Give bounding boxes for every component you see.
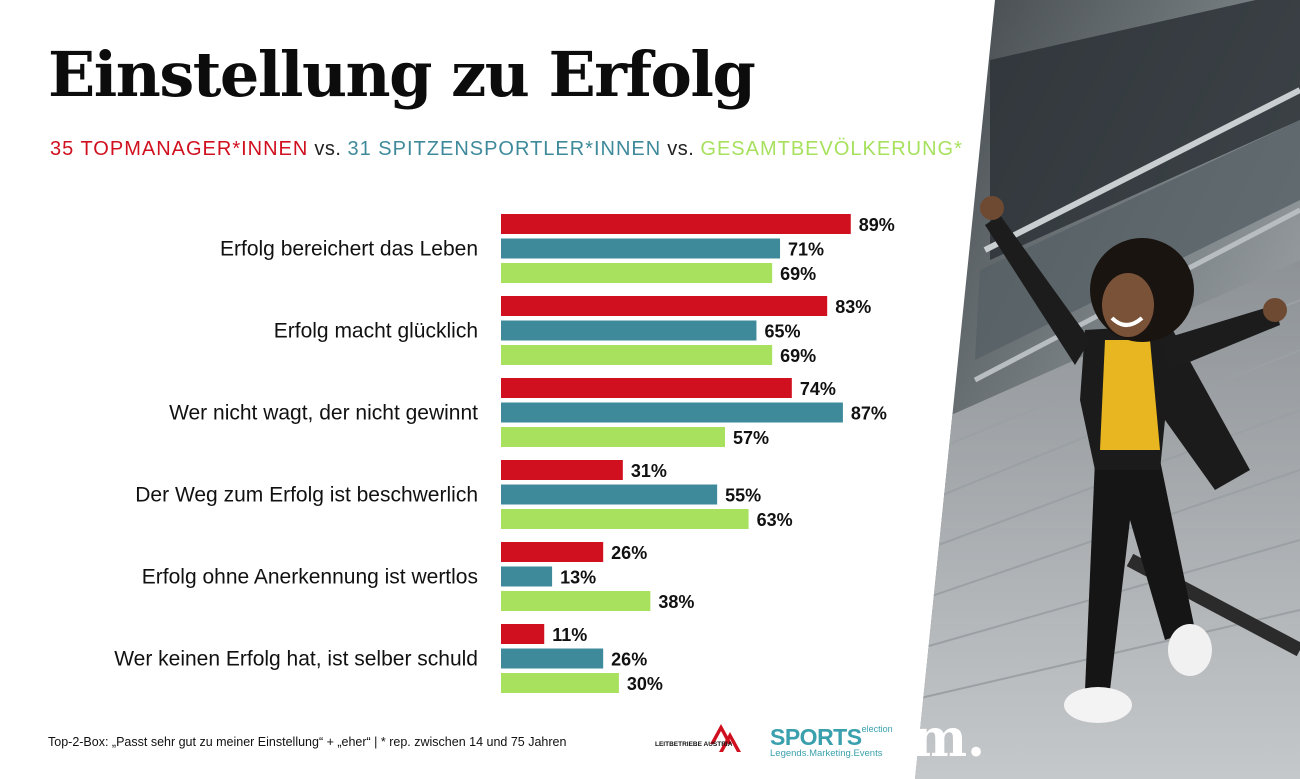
bar-gesamtbev-lkerung <box>501 427 726 447</box>
data-label: 26% <box>611 650 647 670</box>
data-label: 89% <box>859 215 895 235</box>
bar-35-topmanager-innen <box>501 214 851 234</box>
bar-35-topmanager-innen <box>501 378 792 398</box>
data-label: 69% <box>780 346 816 366</box>
bar-31-spitzensportler-innen <box>501 566 553 587</box>
data-label: 31% <box>631 461 667 481</box>
category-label: Erfolg bereichert das Leben <box>220 238 478 261</box>
legend-topmanager: 35 TOPMANAGER*INNEN <box>50 138 309 160</box>
leitbetriebe-austria-logo: LEITBETRIEBE AUSTRIA <box>655 724 741 752</box>
subtitle-separator: vs. <box>661 138 701 160</box>
legend-gesamtbevoelkerung: GESAMTBEVÖLKERUNG* <box>700 138 963 160</box>
sports-logo-tagline: Legends.Marketing.Events <box>770 748 883 759</box>
bar-gesamtbev-lkerung <box>501 509 749 529</box>
data-label: 13% <box>560 568 596 588</box>
bar-31-spitzensportler-innen <box>501 484 718 505</box>
bar-gesamtbev-lkerung <box>501 345 773 365</box>
category-label: Wer nicht wagt, der nicht gewinnt <box>169 402 478 425</box>
subtitle-separator: vs. <box>308 138 348 160</box>
category-label: Der Weg zum Erfolg ist beschwerlich <box>135 484 478 507</box>
data-label: 83% <box>835 297 871 317</box>
bar-gesamtbev-lkerung <box>501 673 619 693</box>
data-label: 26% <box>611 543 647 563</box>
bar-gesamtbev-lkerung <box>501 263 773 283</box>
bar-31-spitzensportler-innen <box>501 320 757 341</box>
sports-logo-sup: election <box>861 724 893 734</box>
sports-election-logo: SPORTSelection Legends.Marketing.Events <box>770 724 893 759</box>
bar-31-spitzensportler-innen <box>501 238 781 259</box>
data-label: 71% <box>788 240 824 260</box>
bar-35-topmanager-innen <box>501 460 623 480</box>
data-label: 57% <box>733 428 769 448</box>
m-logo: m. <box>912 708 986 769</box>
data-label: 55% <box>725 486 761 506</box>
page-title: Einstellung zu Erfolg <box>48 38 756 111</box>
bar-35-topmanager-innen <box>501 542 604 562</box>
data-label: 65% <box>764 322 800 342</box>
category-label: Erfolg ohne Anerkennung ist wertlos <box>142 566 478 589</box>
footnote: Top-2-Box: „Passt sehr gut zu meiner Ein… <box>48 735 567 749</box>
category-label: Erfolg macht glücklich <box>274 320 478 343</box>
data-label: 63% <box>757 510 793 530</box>
bar-31-spitzensportler-innen <box>501 648 604 669</box>
sports-logo-text: SPORTS <box>770 724 862 750</box>
data-label: 38% <box>658 592 694 612</box>
data-label: 30% <box>627 674 663 694</box>
data-label: 11% <box>552 625 587 645</box>
category-label: Wer keinen Erfolg hat, ist selber schuld <box>114 648 478 671</box>
bar-gesamtbev-lkerung <box>501 591 651 611</box>
bar-35-topmanager-innen <box>501 296 828 316</box>
legend-spitzensportler: 31 SPITZENSPORTLER*INNEN <box>347 138 662 160</box>
leitbetriebe-text: LEITBETRIEBE AUSTRIA <box>655 741 733 748</box>
data-label: 69% <box>780 264 816 284</box>
bar-31-spitzensportler-innen <box>501 402 843 423</box>
data-label: 74% <box>800 379 836 399</box>
data-label: 87% <box>851 404 887 424</box>
bar-35-topmanager-innen <box>501 624 545 644</box>
subtitle: 35 TOPMANAGER*INNEN vs. 31 SPITZENSPORTL… <box>50 138 963 161</box>
